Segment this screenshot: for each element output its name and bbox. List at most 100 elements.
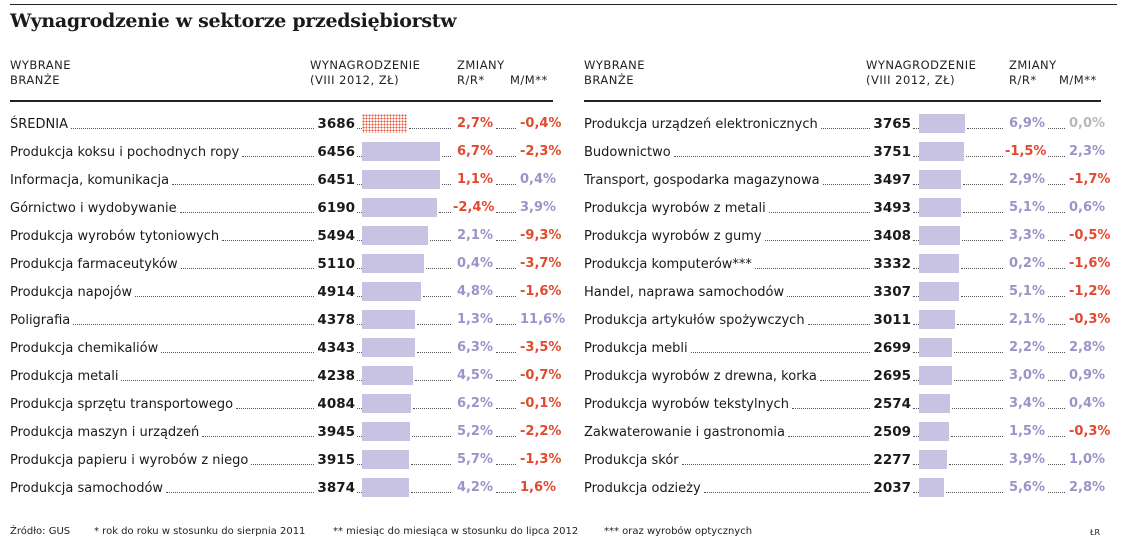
dot-leader bbox=[703, 492, 871, 493]
mm-change: 3,9% bbox=[520, 198, 556, 218]
dot-leader bbox=[961, 296, 1003, 297]
dot-leader bbox=[496, 268, 516, 269]
dot-leader bbox=[787, 436, 871, 437]
rr-change: 2,1% bbox=[1008, 312, 1045, 327]
dot-leader bbox=[416, 352, 451, 353]
header-salary-line1: WYNAGRODZENIE bbox=[866, 58, 977, 72]
dot-leader bbox=[357, 296, 362, 297]
table-row: Produkcja sprzętu transportowego 4084 bbox=[10, 394, 355, 414]
rr-change: 3,4% bbox=[1008, 396, 1045, 411]
dot-leader bbox=[1048, 324, 1065, 325]
dot-leader bbox=[410, 492, 451, 493]
dot-leader bbox=[673, 156, 871, 157]
dot-leader bbox=[913, 128, 919, 129]
dot-leader bbox=[1048, 352, 1065, 353]
salary-bar bbox=[362, 478, 409, 497]
rr-change: 5,7% bbox=[456, 452, 493, 467]
table-row: Produkcja wyrobów tekstylnych 2574 bbox=[584, 394, 911, 414]
dot-leader bbox=[496, 212, 516, 213]
footnote-computers: *** oraz wyrobów optycznych bbox=[604, 526, 753, 537]
salary-value: 2277 bbox=[873, 452, 911, 468]
mm-change: -0,1% bbox=[520, 394, 561, 414]
mm-change: -1,7% bbox=[1069, 170, 1110, 190]
salary-bar bbox=[362, 198, 437, 217]
industry-label: ŚREDNIA bbox=[10, 116, 68, 132]
salary-bar bbox=[919, 338, 952, 357]
dot-leader bbox=[913, 240, 919, 241]
dot-leader bbox=[957, 324, 1003, 325]
dot-leader bbox=[438, 212, 451, 213]
salary-value: 5110 bbox=[317, 256, 355, 272]
average-bar bbox=[362, 114, 407, 133]
dot-leader bbox=[357, 268, 362, 269]
dot-leader bbox=[681, 464, 871, 465]
dot-leader bbox=[807, 324, 871, 325]
mm-change: -0,4% bbox=[520, 114, 561, 134]
rr-change: 3,0% bbox=[1008, 368, 1045, 383]
rr-change: 6,3% bbox=[456, 340, 493, 355]
dot-leader bbox=[496, 380, 516, 381]
table-row: Produkcja papieru i wyrobów z niego 3915 bbox=[10, 450, 355, 470]
header-salary: WYNAGRODZENIE (VIII 2012, ZŁ) bbox=[310, 58, 420, 88]
dot-leader bbox=[415, 380, 451, 381]
industry-label: Produkcja papieru i wyrobów z niego bbox=[10, 452, 249, 468]
header-industries-line1: WYBRANE bbox=[10, 58, 72, 72]
industry-label: Produkcja artykułów spożywczych bbox=[584, 312, 805, 328]
rr-change: 1,5% bbox=[1008, 424, 1045, 439]
dot-leader bbox=[423, 296, 451, 297]
salary-value: 6456 bbox=[317, 144, 355, 160]
salary-value: 3945 bbox=[317, 424, 355, 440]
header-industries-line2: BRANŻE bbox=[584, 73, 635, 87]
salary-value: 3332 bbox=[873, 256, 911, 272]
top-rule bbox=[10, 4, 1117, 5]
dot-leader bbox=[416, 324, 451, 325]
industry-label: Informacja, komunikacja bbox=[10, 172, 170, 188]
header-salary: WYNAGRODZENIE (VIII 2012, ZŁ) bbox=[866, 58, 976, 88]
mm-change: -1,6% bbox=[1069, 254, 1110, 274]
salary-value: 3915 bbox=[317, 452, 355, 468]
industry-label: Produkcja koksu i pochodnych ropy bbox=[10, 144, 240, 160]
table-row: Produkcja napojów 4914 bbox=[10, 282, 355, 302]
dot-leader bbox=[496, 492, 516, 493]
table-row: Produkcja wyrobów z gumy 3408 bbox=[584, 226, 911, 246]
dot-leader bbox=[496, 324, 516, 325]
dot-leader bbox=[166, 492, 315, 493]
salary-bar bbox=[362, 142, 441, 161]
dot-leader bbox=[357, 380, 362, 381]
industry-label: Poligrafia bbox=[10, 312, 71, 328]
dot-leader bbox=[121, 380, 315, 381]
mm-change: 0,4% bbox=[520, 170, 556, 190]
table-row: Poligrafia 4378 bbox=[10, 310, 355, 330]
table-row: Produkcja wyrobów z metali 3493 bbox=[584, 198, 911, 218]
mm-change: -0,7% bbox=[520, 366, 561, 386]
dot-leader bbox=[913, 492, 919, 493]
dot-leader bbox=[913, 352, 919, 353]
industry-label: Handel, naprawa samochodów bbox=[584, 284, 785, 300]
rr-change: 4,5% bbox=[456, 368, 493, 383]
salary-value: 6190 bbox=[317, 200, 355, 216]
header-industries: WYBRANE BRANŻE bbox=[584, 58, 645, 88]
dot-leader bbox=[408, 128, 451, 129]
salary-bar bbox=[362, 282, 422, 301]
dot-leader bbox=[357, 212, 362, 213]
salary-bar bbox=[362, 226, 429, 245]
dot-leader bbox=[357, 464, 362, 465]
dot-leader bbox=[1048, 128, 1065, 129]
mm-change: 2,8% bbox=[1069, 478, 1105, 498]
dot-leader bbox=[179, 212, 315, 213]
mm-change: 0,6% bbox=[1069, 198, 1105, 218]
rr-change: 6,9% bbox=[1008, 116, 1045, 131]
rr-change: 6,2% bbox=[456, 396, 493, 411]
table-row: Produkcja maszyn i urządzeń 3945 bbox=[10, 422, 355, 442]
dot-leader bbox=[953, 352, 1003, 353]
rr-change: 4,2% bbox=[456, 480, 493, 495]
mm-change: -0,3% bbox=[1069, 310, 1110, 330]
salary-value: 4238 bbox=[317, 368, 355, 384]
dot-leader bbox=[411, 436, 451, 437]
salary-bar bbox=[362, 450, 410, 469]
industry-label: Produkcja urządzeń elektronicznych bbox=[584, 116, 818, 132]
dot-leader bbox=[952, 408, 1003, 409]
salary-value: 3751 bbox=[873, 144, 911, 160]
salary-value: 2037 bbox=[873, 480, 911, 496]
dot-leader bbox=[787, 296, 871, 297]
